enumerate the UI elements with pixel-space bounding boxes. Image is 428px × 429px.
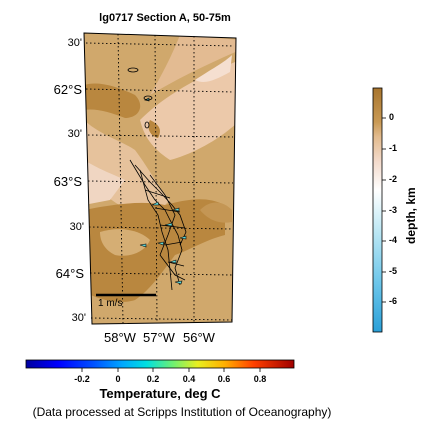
lon-label-1: 58°W (104, 330, 136, 345)
lon-label-3: 56°W (183, 330, 215, 345)
lat-label-4: 63°S (53, 174, 82, 189)
ship-track (129, 159, 187, 291)
small-contours (127, 67, 153, 129)
scale-bar-label: 1 m/s (98, 298, 123, 309)
depth-tick-3: -3 (389, 205, 398, 215)
lat-label-7: 30' (71, 312, 86, 324)
temp-tick-4: 0.6 (217, 374, 231, 384)
lon-label-2: 57°W (143, 330, 175, 345)
depth-colorbar-label: depth, km (404, 187, 418, 244)
lat-label-2: 62°S (53, 82, 82, 97)
velocity-vectors (139, 97, 187, 285)
temp-tick-5: 0.8 (253, 374, 267, 384)
temperature-colorbar (25, 359, 295, 369)
temperature-colorbar-label: Temperature, deg C (99, 386, 221, 401)
depth-tick-2: -2 (389, 174, 398, 184)
lat-label-6: 64°S (55, 266, 84, 281)
credit-line: (Data processed at Scripps Institution o… (32, 405, 332, 419)
lat-label-1: 30' (67, 37, 82, 49)
map-title: lg0717 Section A, 50-75m (99, 12, 231, 24)
lat-label-5: 30' (69, 221, 84, 233)
depth-tick-1: -1 (389, 143, 398, 153)
depth-colorbar-ticks (382, 117, 386, 303)
depth-colorbar (372, 87, 383, 333)
depth-tick-6: -6 (389, 296, 398, 306)
temp-tick-3: 0.4 (182, 374, 196, 384)
temperature-colorbar-ticks (81, 368, 261, 372)
temp-tick-0: -0.2 (74, 374, 90, 384)
depth-tick-4: -4 (389, 235, 398, 245)
temp-tick-2: 0.2 (146, 374, 160, 384)
temp-tick-1: 0 (115, 374, 121, 384)
lat-label-3: 30' (67, 128, 82, 140)
depth-tick-0: 0 (389, 112, 395, 122)
map-frame (83, 32, 237, 325)
bathymetry-map (84, 33, 236, 324)
depth-tick-5: -5 (389, 266, 398, 276)
